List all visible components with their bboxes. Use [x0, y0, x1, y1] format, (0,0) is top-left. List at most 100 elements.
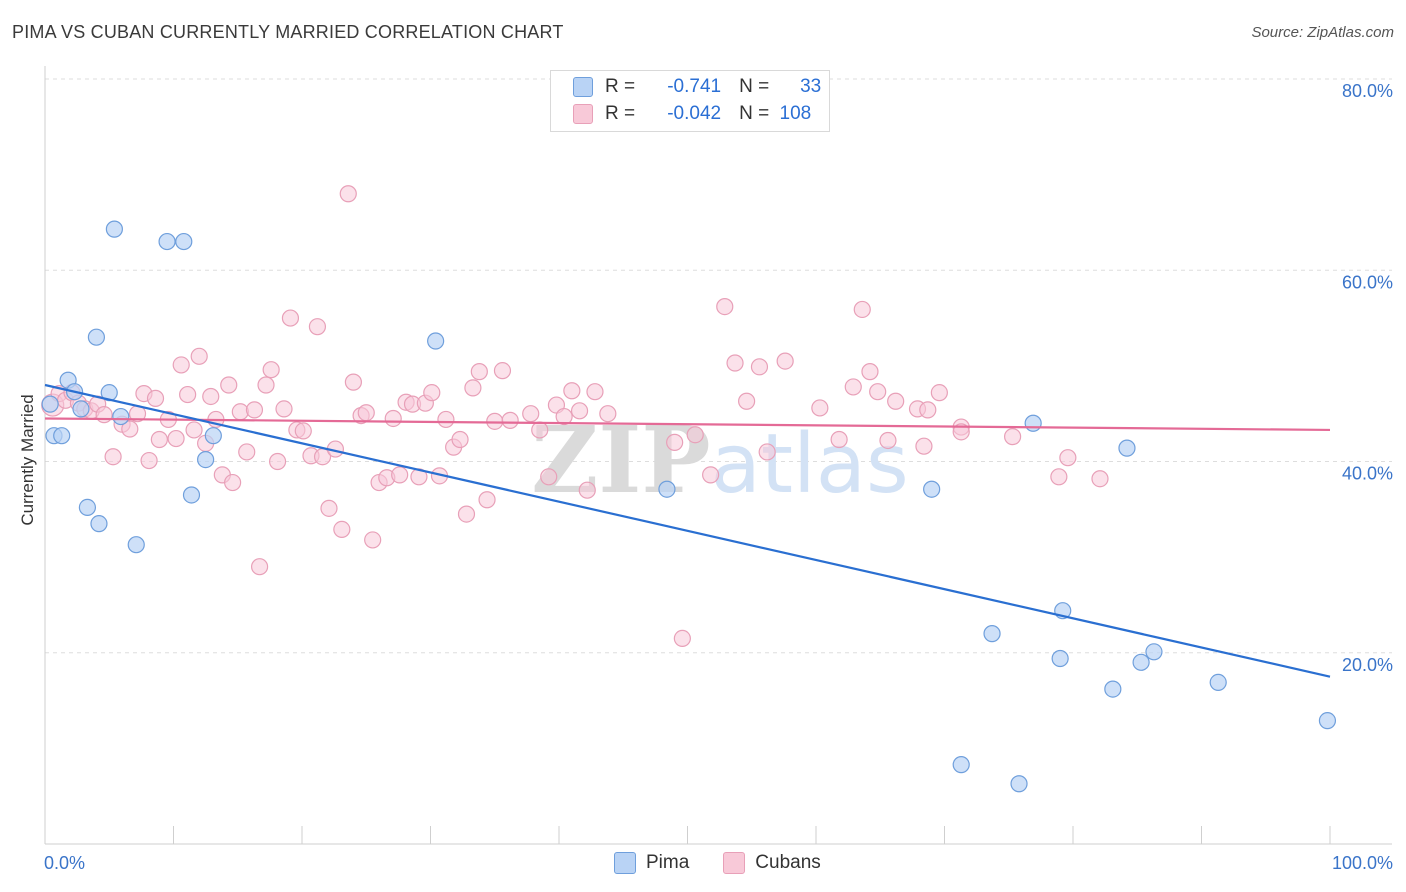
cubans-point	[493, 362, 512, 380]
cubans-point	[915, 437, 933, 455]
pima-point	[923, 480, 941, 498]
pima-legend-label: Pima	[646, 852, 690, 873]
pima-point	[112, 407, 130, 426]
pima-point	[1118, 439, 1136, 457]
r-label: R =	[605, 76, 636, 97]
r-value-cubans: -0.042	[667, 103, 722, 124]
cubans-point	[238, 443, 256, 461]
cubans-point	[167, 429, 185, 448]
pima-point	[175, 232, 193, 251]
cubans-point	[257, 376, 275, 394]
cubans-point	[185, 421, 203, 439]
cubans-point	[333, 520, 351, 538]
cubans-point	[146, 389, 165, 407]
cubans-point	[716, 297, 734, 316]
cubans-point	[339, 185, 357, 203]
y-tick-label: 20.0%	[1342, 655, 1393, 675]
cubans-point	[555, 407, 573, 426]
x-tick-label: 0.0%	[44, 853, 85, 873]
cubans-point	[1091, 470, 1109, 488]
legend-row-pima: R = -0.741 N = 33	[573, 75, 821, 99]
source-credit: Source: ZipAtlas.com	[1251, 24, 1394, 41]
pima-point	[1010, 775, 1028, 793]
pima-point	[1209, 673, 1227, 691]
cubans-point	[140, 451, 158, 470]
cubans-point	[202, 387, 220, 406]
cubans-point	[853, 300, 871, 319]
pima-point	[1145, 643, 1163, 661]
pima-point	[427, 332, 445, 350]
n-value-pima: 33	[800, 76, 822, 97]
cubans-point	[464, 379, 482, 397]
pima-point	[87, 328, 106, 346]
chart-title: PIMA VS CUBAN CURRENTLY MARRIED CORRELAT…	[12, 22, 564, 42]
pima-point	[983, 625, 1001, 643]
pima-points	[41, 220, 1337, 793]
cubans-point	[522, 405, 540, 423]
cubans-point	[308, 318, 327, 336]
legend-item-pima: Pima	[614, 852, 689, 874]
pima-point	[952, 756, 970, 774]
cubans-point	[423, 384, 441, 402]
cubans-point	[104, 448, 122, 466]
cubans-point	[1059, 449, 1077, 467]
cubans-point	[531, 421, 549, 439]
cubans-point	[220, 376, 238, 394]
cubans-point	[844, 378, 862, 396]
legend-item-cubans: Cubans	[723, 852, 821, 874]
n-label: N =	[739, 103, 770, 124]
y-tick-label: 80.0%	[1342, 81, 1393, 101]
cubans-point	[384, 409, 402, 428]
cubans-point	[262, 361, 280, 379]
cubans-legend-label: Cubans	[755, 852, 821, 873]
cubans-point	[879, 431, 897, 450]
cubans-trend-line	[44, 417, 1331, 432]
cubans-point	[470, 363, 488, 381]
cubans-point	[457, 505, 476, 523]
axes	[44, 66, 1392, 845]
cubans-point	[250, 558, 269, 576]
cubans-point	[830, 430, 848, 449]
cubans-point	[478, 491, 496, 509]
cubans-point	[750, 358, 769, 376]
cubans-point	[172, 356, 190, 374]
cubans-point	[758, 443, 776, 461]
cubans-point	[268, 452, 287, 471]
cubans-point	[702, 466, 720, 484]
pima-point	[204, 427, 222, 445]
cubans-point	[578, 481, 596, 499]
cubans-point	[586, 383, 604, 401]
pima-point	[1132, 653, 1150, 671]
cubans-point	[1004, 428, 1022, 446]
cubans-point	[599, 405, 617, 423]
cubans-point	[776, 352, 794, 370]
cubans-point	[190, 347, 208, 365]
cubans-point	[930, 384, 948, 402]
cubans-point	[281, 309, 300, 327]
cubans-point	[231, 403, 249, 421]
pima-point	[197, 450, 215, 469]
cubans-point	[245, 401, 264, 419]
cubans-point	[540, 468, 558, 486]
cubans-points	[41, 185, 1109, 648]
cubans-point	[1050, 468, 1068, 486]
cubans-point	[919, 401, 937, 419]
cubans-point	[563, 382, 581, 400]
y-tick-label: 60.0%	[1342, 272, 1393, 292]
pima-point	[90, 515, 108, 533]
x-tick-label: 100.0%	[1332, 853, 1393, 873]
cubans-point	[344, 373, 362, 391]
cubans-point	[501, 411, 519, 429]
series-legend: Pima Cubans	[614, 852, 855, 874]
cubans-point	[887, 392, 905, 410]
pima-point	[41, 395, 59, 413]
cubans-point	[869, 383, 887, 401]
pima-legend-swatch	[614, 852, 636, 874]
pima-point	[1024, 414, 1042, 432]
pima-point	[53, 427, 71, 445]
cubans-point	[150, 430, 168, 449]
cubans-point	[673, 629, 691, 648]
pima-point	[658, 480, 676, 498]
cubans-point	[121, 420, 139, 438]
